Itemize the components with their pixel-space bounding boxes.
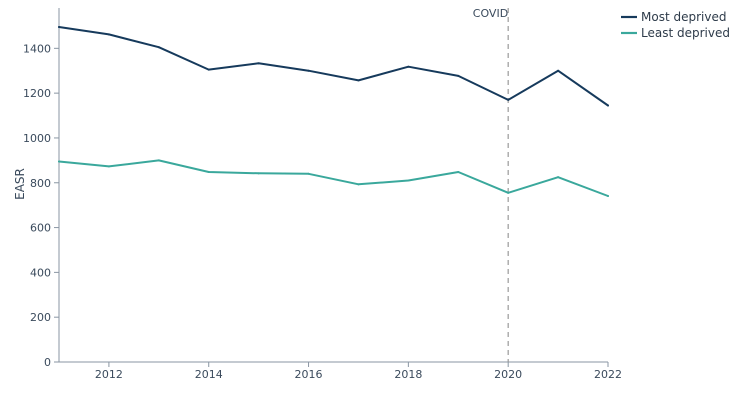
- y-axis-title: EASR: [13, 168, 27, 200]
- covid-annotation-label: COVID: [473, 7, 508, 20]
- data-point: [257, 62, 260, 65]
- x-tick-label: 2018: [394, 368, 422, 381]
- x-tick-label: 2022: [594, 368, 622, 381]
- data-point: [157, 159, 160, 162]
- legend-label: Most deprived: [641, 10, 726, 24]
- data-point: [107, 33, 110, 36]
- chart-ticks: 0 200 400 600 800 1000 1200 1400 2012 2014 2016 201…: [23, 42, 622, 381]
- data-point: [557, 69, 560, 72]
- y-tick-label: 400: [30, 266, 51, 279]
- data-point: [58, 160, 60, 163]
- legend-label: Least deprived: [641, 26, 730, 40]
- data-point: [607, 104, 609, 107]
- y-tick-label: 600: [30, 222, 51, 235]
- data-point: [407, 65, 410, 68]
- data-point: [157, 46, 160, 49]
- data-point: [507, 98, 510, 101]
- data-point: [507, 191, 510, 194]
- chart-annotations: COVID: [473, 7, 509, 362]
- y-tick-label: 0: [44, 356, 51, 369]
- data-point: [407, 179, 410, 182]
- x-tick-label: 2020: [494, 368, 522, 381]
- x-tick-label: 2012: [95, 368, 123, 381]
- y-tick-label: 1200: [23, 87, 51, 100]
- series-line-1: [58, 159, 609, 197]
- y-tick-label: 200: [30, 311, 51, 324]
- chart-series: [58, 26, 609, 197]
- data-point: [357, 183, 360, 186]
- data-point: [257, 172, 260, 175]
- series-line-0: [58, 26, 609, 107]
- data-point: [457, 171, 460, 174]
- data-point: [557, 176, 560, 179]
- data-point: [607, 194, 609, 197]
- y-tick-label: 1000: [23, 132, 51, 145]
- data-point: [207, 68, 210, 71]
- chart-legend: Most deprived Least deprived: [621, 10, 730, 40]
- data-point: [307, 69, 310, 72]
- data-point: [58, 26, 60, 29]
- x-tick-label: 2014: [195, 368, 223, 381]
- data-point: [457, 74, 460, 77]
- y-tick-label: 800: [30, 177, 51, 190]
- chart-axes: [58, 8, 608, 363]
- data-point: [107, 165, 110, 168]
- x-tick-label: 2016: [295, 368, 323, 381]
- data-point: [207, 171, 210, 174]
- y-tick-label: 1400: [23, 42, 51, 55]
- data-point: [307, 172, 310, 175]
- data-point: [357, 79, 360, 82]
